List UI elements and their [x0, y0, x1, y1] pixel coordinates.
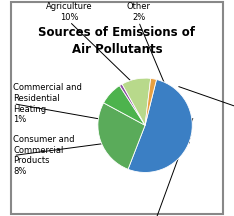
Wedge shape	[98, 103, 145, 169]
Text: Other
2%: Other 2%	[127, 2, 151, 22]
Wedge shape	[122, 78, 151, 125]
Text: Sources of Emissions of
Air Pollutants: Sources of Emissions of Air Pollutants	[39, 26, 195, 56]
Wedge shape	[120, 84, 145, 125]
Text: Consumer and
Commercial
Products
8%: Consumer and Commercial Products 8%	[13, 135, 75, 176]
Text: Agriculture
10%: Agriculture 10%	[46, 2, 93, 22]
Wedge shape	[104, 86, 145, 125]
Text: Commercial and
Residential
Heating
1%: Commercial and Residential Heating 1%	[13, 83, 82, 124]
Wedge shape	[128, 79, 192, 172]
Wedge shape	[145, 78, 157, 125]
